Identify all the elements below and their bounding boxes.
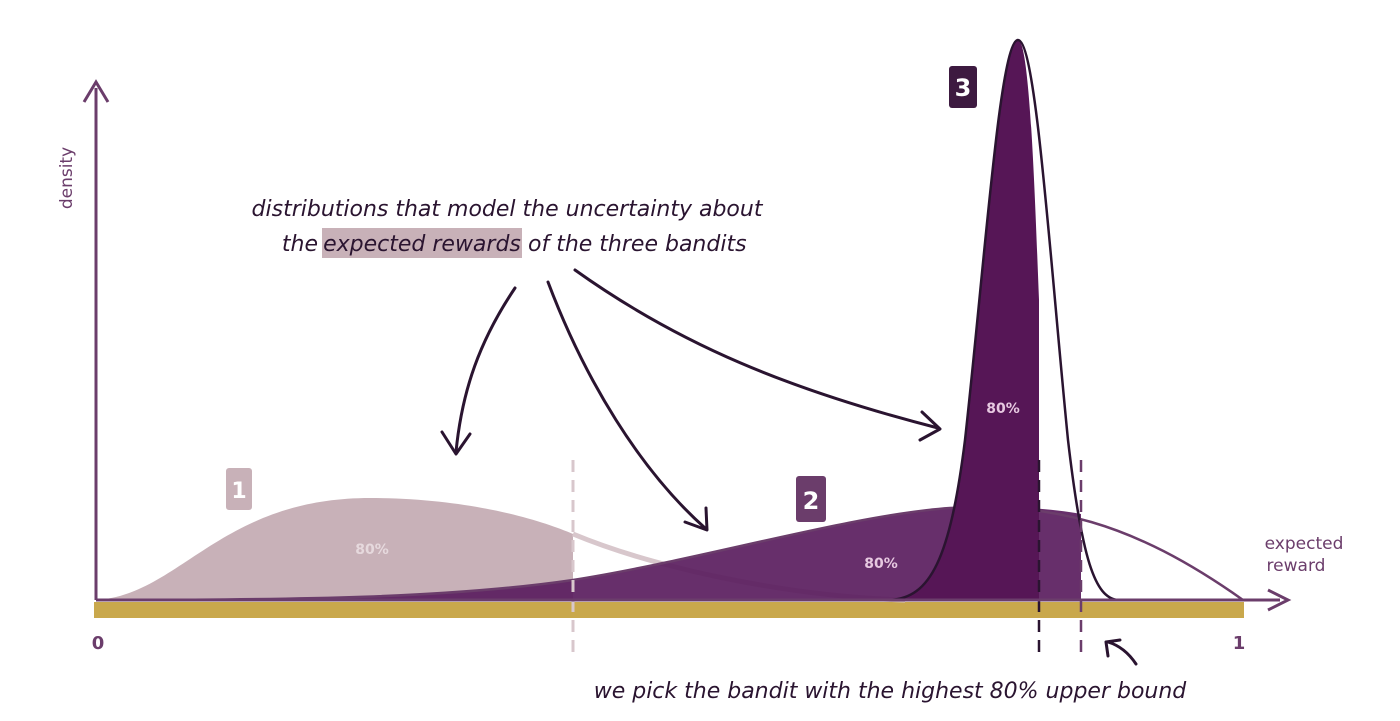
annotation-line-1: distributions that model the uncertainty… [252, 197, 764, 222]
bandit-1-pct-label: 80% [355, 542, 389, 558]
distribution-3-fill [890, 40, 1039, 600]
y-axis-arrowhead [82, 79, 110, 103]
x-axis-label-line2: reward [1267, 556, 1326, 576]
distribution-3-curve [889, 38, 1119, 602]
bandit-2-label: 2 [803, 487, 820, 515]
bandit-3-label: 3 [955, 74, 972, 102]
distribution-1-fill [96, 498, 573, 600]
annotation-line-2-highlight: expected rewards [323, 232, 521, 257]
x-axis-label-line1: expected [1265, 534, 1344, 554]
bandit-3-badge: 3 [949, 66, 977, 108]
arrow-to-bound-marker [1106, 640, 1138, 666]
arrow-to-bandit-3 [573, 268, 940, 430]
arrow-to-bandit-2-head [683, 506, 709, 532]
distribution-2-fill [96, 506, 1081, 600]
arrow-to-bound-marker-head [1104, 638, 1122, 658]
annotation-line-2-before: the [282, 232, 318, 257]
arrow-to-bandit-3-head [918, 410, 942, 442]
bandit-2-pct-label: 80% [864, 556, 898, 572]
footer-note: we pick the bandit with the highest 80% … [594, 679, 1188, 704]
y-axis-label: density [57, 147, 77, 209]
x-tick-max: 1 [1233, 633, 1246, 654]
bandit-1-label: 1 [231, 479, 246, 504]
bandit-1-badge: 1 [226, 468, 252, 510]
annotation-arrows [440, 268, 1138, 666]
arrow-to-bandit-1-head [440, 430, 472, 456]
baseline-bar [94, 602, 1244, 618]
arrow-to-bandit-1 [454, 286, 517, 454]
distribution-2-curve [95, 505, 1244, 602]
bandit-2-badge: 2 [796, 476, 826, 522]
arrow-to-bandit-2 [546, 280, 707, 530]
annotation-line-2-after: of the three bandits [528, 232, 747, 257]
x-axis-arrowhead [1267, 588, 1292, 612]
expected-rewards-highlight [322, 228, 522, 258]
bandit-3-pct-label: 80% [986, 401, 1020, 417]
x-tick-min: 0 [92, 633, 105, 654]
